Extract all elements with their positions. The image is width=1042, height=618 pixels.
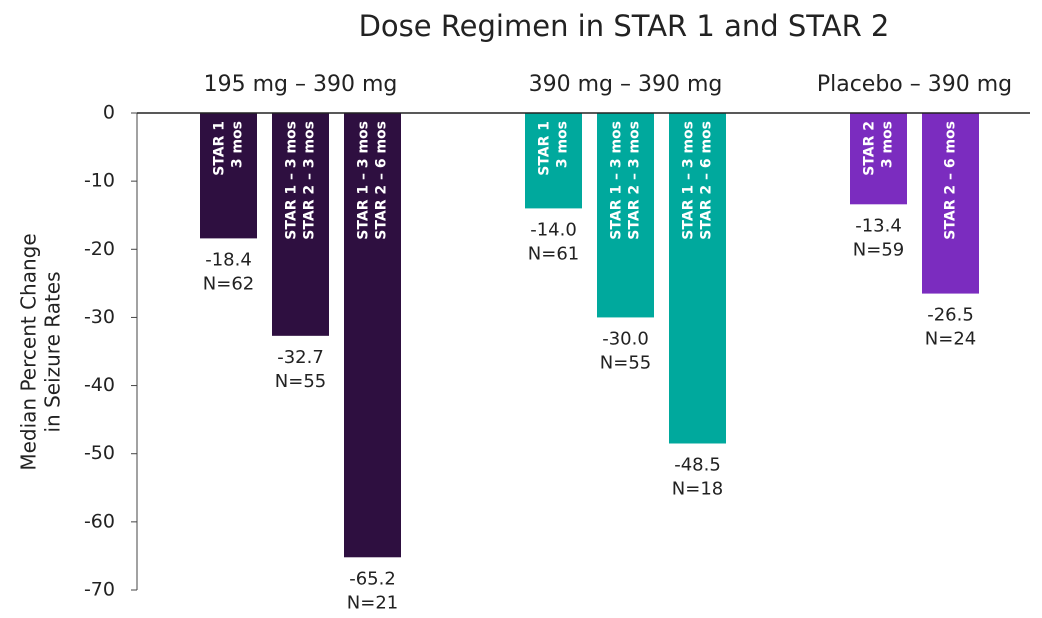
n-label: N=55 [600,352,651,373]
group-label: 195 mg – 390 mg [204,72,398,97]
y-tick-label: -20 [84,238,115,260]
bar-label-line: 3 mos [880,121,896,168]
bar-label: STAR 1 – 3 mos STAR 2 – 6 mos [356,121,390,240]
chart-title: Dose Regimen in STAR 1 and STAR 2 [359,9,890,43]
y-tick-label: -70 [84,579,115,601]
y-tick-label: -50 [84,442,115,464]
bar [850,113,907,205]
n-label: N=24 [925,329,976,350]
n-label: N=18 [672,478,723,499]
y-axis-label: Median Percent Change in Seizure Rates [17,233,65,470]
y-tick-label: -40 [84,374,115,396]
bar-label-line: STAR 1 – 3 mos [356,121,372,240]
bar-label-line: STAR 2 – 3 mos [627,121,643,240]
bar-label-line: STAR 1 [537,121,553,176]
bar-label: STAR 1 – 3 mos STAR 2 – 6 mos [681,121,715,240]
bar [272,113,329,336]
y-label-line: in Seizure Rates [41,271,65,432]
bar-label: STAR 2 – 6 mos [943,121,959,240]
bar-label-line: 3 mos [555,121,571,168]
y-tick-label: -30 [84,306,115,328]
value-label: -48.5 [674,454,721,475]
bar-label-line: STAR 2 [862,121,878,176]
value-label: -18.4 [205,249,252,270]
value-label: -26.5 [927,305,974,326]
value-label: -13.4 [855,215,902,236]
n-label: N=55 [275,371,326,392]
n-label: N=21 [347,592,398,613]
y-label-line: Median Percent Change [17,233,41,470]
bar-label-line: STAR 2 – 6 mos [943,121,959,240]
bar [525,113,582,209]
bar-label: STAR 1 – 3 mos STAR 2 – 3 mos [284,121,318,240]
bar [669,113,726,444]
bar-label-line: STAR 1 – 3 mos [681,121,697,240]
bar [597,113,654,318]
bar-label-line: STAR 1 – 3 mos [284,121,300,240]
n-label: N=59 [853,239,904,260]
bar-label-line: STAR 2 – 6 mos [699,121,715,240]
bar [344,113,401,558]
bar-label: STAR 1 – 3 mos STAR 2 – 3 mos [609,121,643,240]
value-label: -32.7 [277,347,324,368]
bar-label-line: 3 mos [230,121,246,168]
bar-label-line: STAR 2 – 6 mos [374,121,390,240]
bar [922,113,979,294]
y-tick-label: 0 [103,102,115,124]
bar-label-line: STAR 1 [212,121,228,176]
bar [200,113,257,239]
y-tick-label: -10 [84,170,115,192]
value-label: -30.0 [602,328,649,349]
value-label: -14.0 [530,219,577,240]
bar-label-line: STAR 1 – 3 mos [609,121,625,240]
n-label: N=61 [528,243,579,264]
n-label: N=62 [203,273,254,294]
group-label: 390 mg – 390 mg [529,72,723,97]
group-label: Placebo – 390 mg [817,72,1012,97]
bar-label-line: STAR 2 – 3 mos [302,121,318,240]
value-label: -65.2 [349,568,396,589]
y-tick-label: -60 [84,510,115,532]
